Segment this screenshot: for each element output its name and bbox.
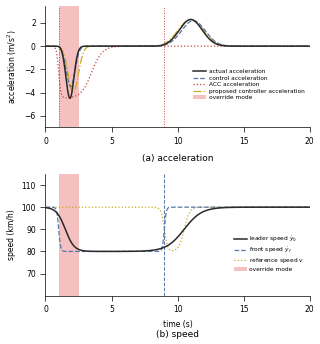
Bar: [59, 6, 78, 127]
Y-axis label: acceleration (m/s$^2$): acceleration (m/s$^2$): [5, 29, 19, 104]
Text: (a) acceleration: (a) acceleration: [142, 154, 213, 163]
Legend: leader speed $\dot{y}_0$, front speed $\dot{y}_f$, reference speed $v$, override: leader speed $\dot{y}_0$, front speed $\…: [232, 232, 307, 274]
Legend: actual acceleration, control acceleration, ACC acceleration, proposed controller: actual acceleration, control acceleratio…: [191, 67, 307, 103]
X-axis label: time (s): time (s): [163, 320, 192, 329]
Text: (b) speed: (b) speed: [156, 330, 199, 339]
Y-axis label: speed (km/h): speed (km/h): [7, 209, 16, 260]
Bar: [59, 174, 78, 296]
